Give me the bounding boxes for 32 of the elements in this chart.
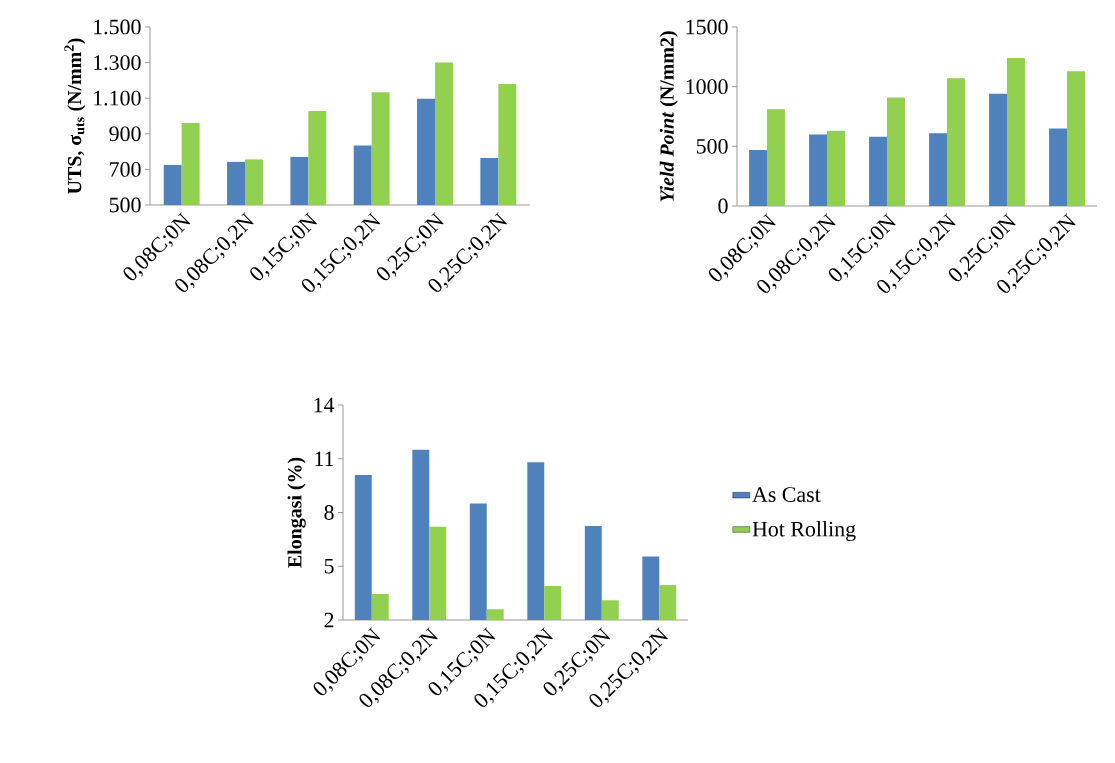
bar [869, 136, 888, 206]
y-tick-label: 700 [110, 162, 141, 177]
bar [1007, 58, 1025, 206]
y-tick-label: 2 [324, 612, 334, 628]
y-tick-label: 500 [696, 138, 728, 154]
bar [1049, 128, 1068, 206]
legend-label: As Cast [752, 487, 821, 502]
y-tick-label: 14 [314, 397, 335, 413]
y-tick-label: 1.100 [94, 90, 141, 106]
bar [749, 149, 768, 206]
bar [947, 78, 965, 206]
y-tick-label: 0 [718, 198, 728, 214]
legend-label: Hot Rolling [752, 521, 856, 542]
y-tick-label: 1.500 [94, 19, 141, 35]
y-tick-label: 5 [324, 558, 334, 574]
y-tick-label: 1.300 [94, 55, 141, 71]
y-tick-label: 8 [324, 505, 334, 520]
bar [767, 109, 785, 206]
y-axis-title: Elongasi (%) [287, 457, 306, 568]
y-axis-title: Yield Point (N/mm2) [659, 31, 678, 202]
bar [887, 97, 905, 206]
y-tick-label: 11 [315, 451, 334, 466]
bar [1067, 71, 1085, 206]
bar [809, 134, 828, 206]
y-axis-title: UTS, σ$_{uts}$ (N/mm$^{2}$) [64, 38, 86, 194]
y-tick-label: 1500 [686, 19, 728, 35]
y-tick-label: 900 [109, 126, 141, 142]
y-tick-label: 500 [109, 197, 141, 213]
y-tick-label: 1000 [686, 79, 728, 95]
bar [989, 93, 1008, 206]
bar [827, 130, 845, 206]
bar [929, 133, 948, 206]
